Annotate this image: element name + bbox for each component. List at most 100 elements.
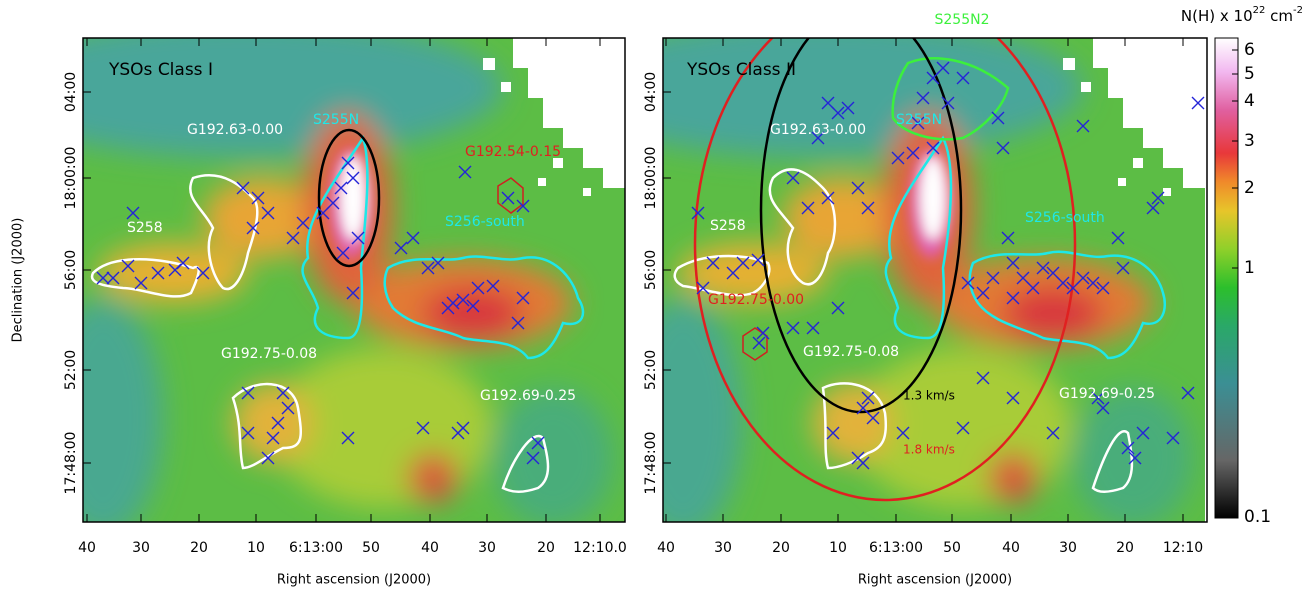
- yso-marker: [1136, 426, 1150, 440]
- yso-marker: [941, 96, 955, 110]
- yso-marker: [241, 386, 255, 400]
- yso-marker: [251, 191, 265, 205]
- x-tick-label: 12:10: [1163, 540, 1203, 556]
- yso-marker: [266, 431, 280, 445]
- yso-marker: [1091, 391, 1105, 405]
- y-tick-label: 56:00: [643, 250, 659, 290]
- yso-marker: [458, 165, 472, 179]
- yso-marker: [96, 271, 110, 285]
- yso-marker: [1046, 426, 1060, 440]
- x-tick-label: 40: [657, 540, 675, 556]
- y-tick-label: 52:00: [643, 350, 659, 390]
- y-tick-label: 52:00: [63, 350, 79, 390]
- yso-marker: [346, 171, 360, 185]
- yso-marker: [176, 256, 190, 270]
- yso-marker: [456, 293, 470, 307]
- yso-marker: [786, 171, 800, 185]
- yso-marker: [526, 451, 540, 465]
- yso-marker: [831, 301, 845, 315]
- yso-marker: [806, 321, 820, 335]
- colorbar-tick-label: 2: [1244, 178, 1255, 198]
- yso-marker: [706, 256, 720, 270]
- x-tick-label: 40: [78, 540, 96, 556]
- yso-marker: [1006, 391, 1020, 405]
- yso-marker: [351, 231, 365, 245]
- yso-marker: [406, 231, 420, 245]
- colorbar-tick-label: 4: [1244, 91, 1255, 111]
- yso-marker: [811, 131, 825, 145]
- colorbar-title-part: N(H) x 10: [1181, 7, 1253, 25]
- yso-marker: [511, 316, 525, 330]
- yso-marker: [821, 191, 835, 205]
- yso-marker: [471, 281, 485, 295]
- yso-marker: [456, 421, 470, 435]
- x-tick-label: 6:13:00: [869, 540, 923, 556]
- region-label: G192.75-0.08: [221, 346, 317, 362]
- colorbar-tick-label: 5: [1244, 64, 1255, 84]
- yso-marker: [271, 416, 285, 430]
- yso-marker: [261, 206, 275, 220]
- yso-marker: [991, 111, 1005, 125]
- yso-marker: [121, 259, 135, 273]
- yso-marker: [334, 181, 348, 195]
- y-tick-label: 18:00:00: [63, 147, 79, 210]
- y-tick-label: 56:00: [63, 250, 79, 290]
- yso-marker: [831, 106, 845, 120]
- yso-marker: [486, 279, 500, 293]
- yso-marker: [1166, 431, 1180, 445]
- yso-marker: [326, 196, 340, 210]
- x-tick-label: 20: [772, 540, 790, 556]
- x-tick-label: 20: [1116, 540, 1134, 556]
- yso-marker: [261, 451, 275, 465]
- yso-marker: [134, 276, 148, 290]
- yso-marker: [246, 221, 260, 235]
- yso-marker: [961, 276, 975, 290]
- panel-1: YSOs Class I G192.63-0.00 S255N G192.54-…: [0, 18, 626, 538]
- yso-marker: [1116, 261, 1130, 275]
- yso-marker: [151, 266, 165, 280]
- colorbar-tick-label: 6: [1244, 40, 1255, 60]
- yso-marker: [336, 246, 350, 260]
- x-tick-label: 50: [943, 540, 961, 556]
- yso-marker: [341, 431, 355, 445]
- yso-marker: [956, 421, 970, 435]
- colorbar-title-sup: -2: [1293, 5, 1303, 16]
- yso-marker: [976, 286, 990, 300]
- yso-marker: [906, 146, 920, 160]
- x-tick-label: 40: [421, 540, 439, 556]
- velocity-label: 1.3 km/s: [903, 389, 955, 403]
- yso-marker: [1111, 231, 1125, 245]
- yso-marker: [1086, 276, 1100, 290]
- tick-labels: 40 30 20 10 6:13:00 50 40 30 20 12:10.0 04:00 18:00…: [63, 38, 1271, 556]
- x-axis-label: Right ascension (J2000): [858, 573, 1012, 588]
- yso-marker: [446, 296, 460, 310]
- yso-marker: [416, 421, 430, 435]
- yso-marker: [281, 401, 295, 415]
- y-tick-label: 04:00: [643, 72, 659, 112]
- region-label: S255N2: [935, 12, 990, 28]
- yso-marker: [856, 456, 870, 470]
- yso-marker: [516, 291, 530, 305]
- y-tick-label: 17:48:00: [63, 432, 79, 495]
- region-label: G192.69-0.25: [480, 388, 576, 404]
- region-label: G192.75-0.08: [803, 344, 899, 360]
- x-tick-label: 30: [714, 540, 732, 556]
- yso-marker: [1006, 256, 1020, 270]
- region-label: S255N: [313, 112, 359, 128]
- yso-marker: [531, 436, 545, 450]
- yso-marker: [936, 61, 950, 75]
- yso-marker: [1128, 451, 1142, 465]
- panel-title: YSOs Class I: [108, 60, 213, 80]
- x-tick-label: 40: [1002, 540, 1020, 556]
- region-label: G192.75-0.00: [708, 292, 804, 308]
- yso-marker: [501, 191, 515, 205]
- yso-marker: [126, 206, 140, 220]
- x-tick-label: 50: [362, 540, 380, 556]
- x-tick-label: 10: [829, 540, 847, 556]
- colorbar-tick-label: 3: [1244, 131, 1255, 151]
- yso-marker: [1191, 96, 1205, 110]
- region-label: S256-south: [1025, 210, 1105, 226]
- map-image: [0, 18, 625, 538]
- yso-marker: [756, 326, 770, 340]
